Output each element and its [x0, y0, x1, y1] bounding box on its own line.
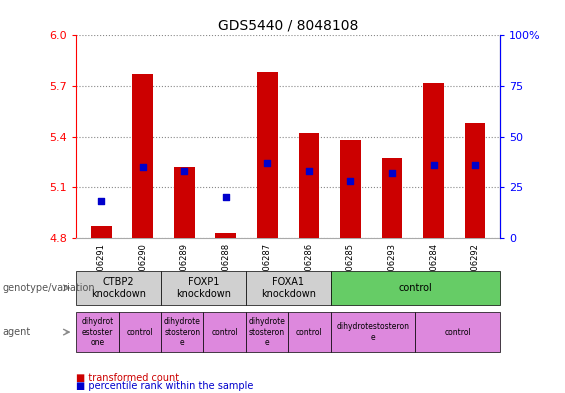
Text: dihydrot
estoster
one: dihydrot estoster one	[81, 317, 114, 347]
Text: control: control	[398, 283, 432, 293]
Bar	[215, 233, 236, 238]
Point	[263, 160, 272, 166]
Point	[429, 162, 438, 168]
Text: genotype/variation: genotype/variation	[3, 283, 95, 293]
Point	[138, 164, 147, 170]
Text: agent: agent	[3, 327, 31, 337]
Text: control: control	[296, 328, 323, 336]
Point	[97, 198, 106, 204]
Text: FOXP1
knockdown: FOXP1 knockdown	[176, 277, 231, 299]
Bar	[465, 123, 485, 238]
Title: GDS5440 / 8048108: GDS5440 / 8048108	[218, 19, 358, 33]
Text: dihydrotestosteron
e: dihydrotestosteron e	[336, 322, 410, 342]
Point	[388, 170, 397, 176]
Bar	[91, 226, 112, 238]
Text: CTBP2
knockdown: CTBP2 knockdown	[91, 277, 146, 299]
Point	[471, 162, 480, 168]
Text: dihydrote
stosteron
e: dihydrote stosteron e	[249, 317, 285, 347]
Bar	[257, 72, 278, 238]
Bar	[340, 140, 361, 238]
Bar	[381, 158, 402, 238]
Bar	[174, 167, 195, 238]
Bar	[423, 83, 444, 238]
Text: control: control	[127, 328, 153, 336]
Text: FOXA1
knockdown: FOXA1 knockdown	[260, 277, 316, 299]
Point	[305, 168, 314, 174]
Text: ■ percentile rank within the sample: ■ percentile rank within the sample	[76, 381, 254, 391]
Bar	[132, 74, 153, 238]
Point	[180, 168, 189, 174]
Bar	[298, 133, 319, 238]
Text: dihydrote
stosteron
e: dihydrote stosteron e	[164, 317, 201, 347]
Text: control: control	[444, 328, 471, 336]
Point	[221, 194, 231, 200]
Text: control: control	[211, 328, 238, 336]
Point	[346, 178, 355, 184]
Text: ■ transformed count: ■ transformed count	[76, 373, 180, 383]
